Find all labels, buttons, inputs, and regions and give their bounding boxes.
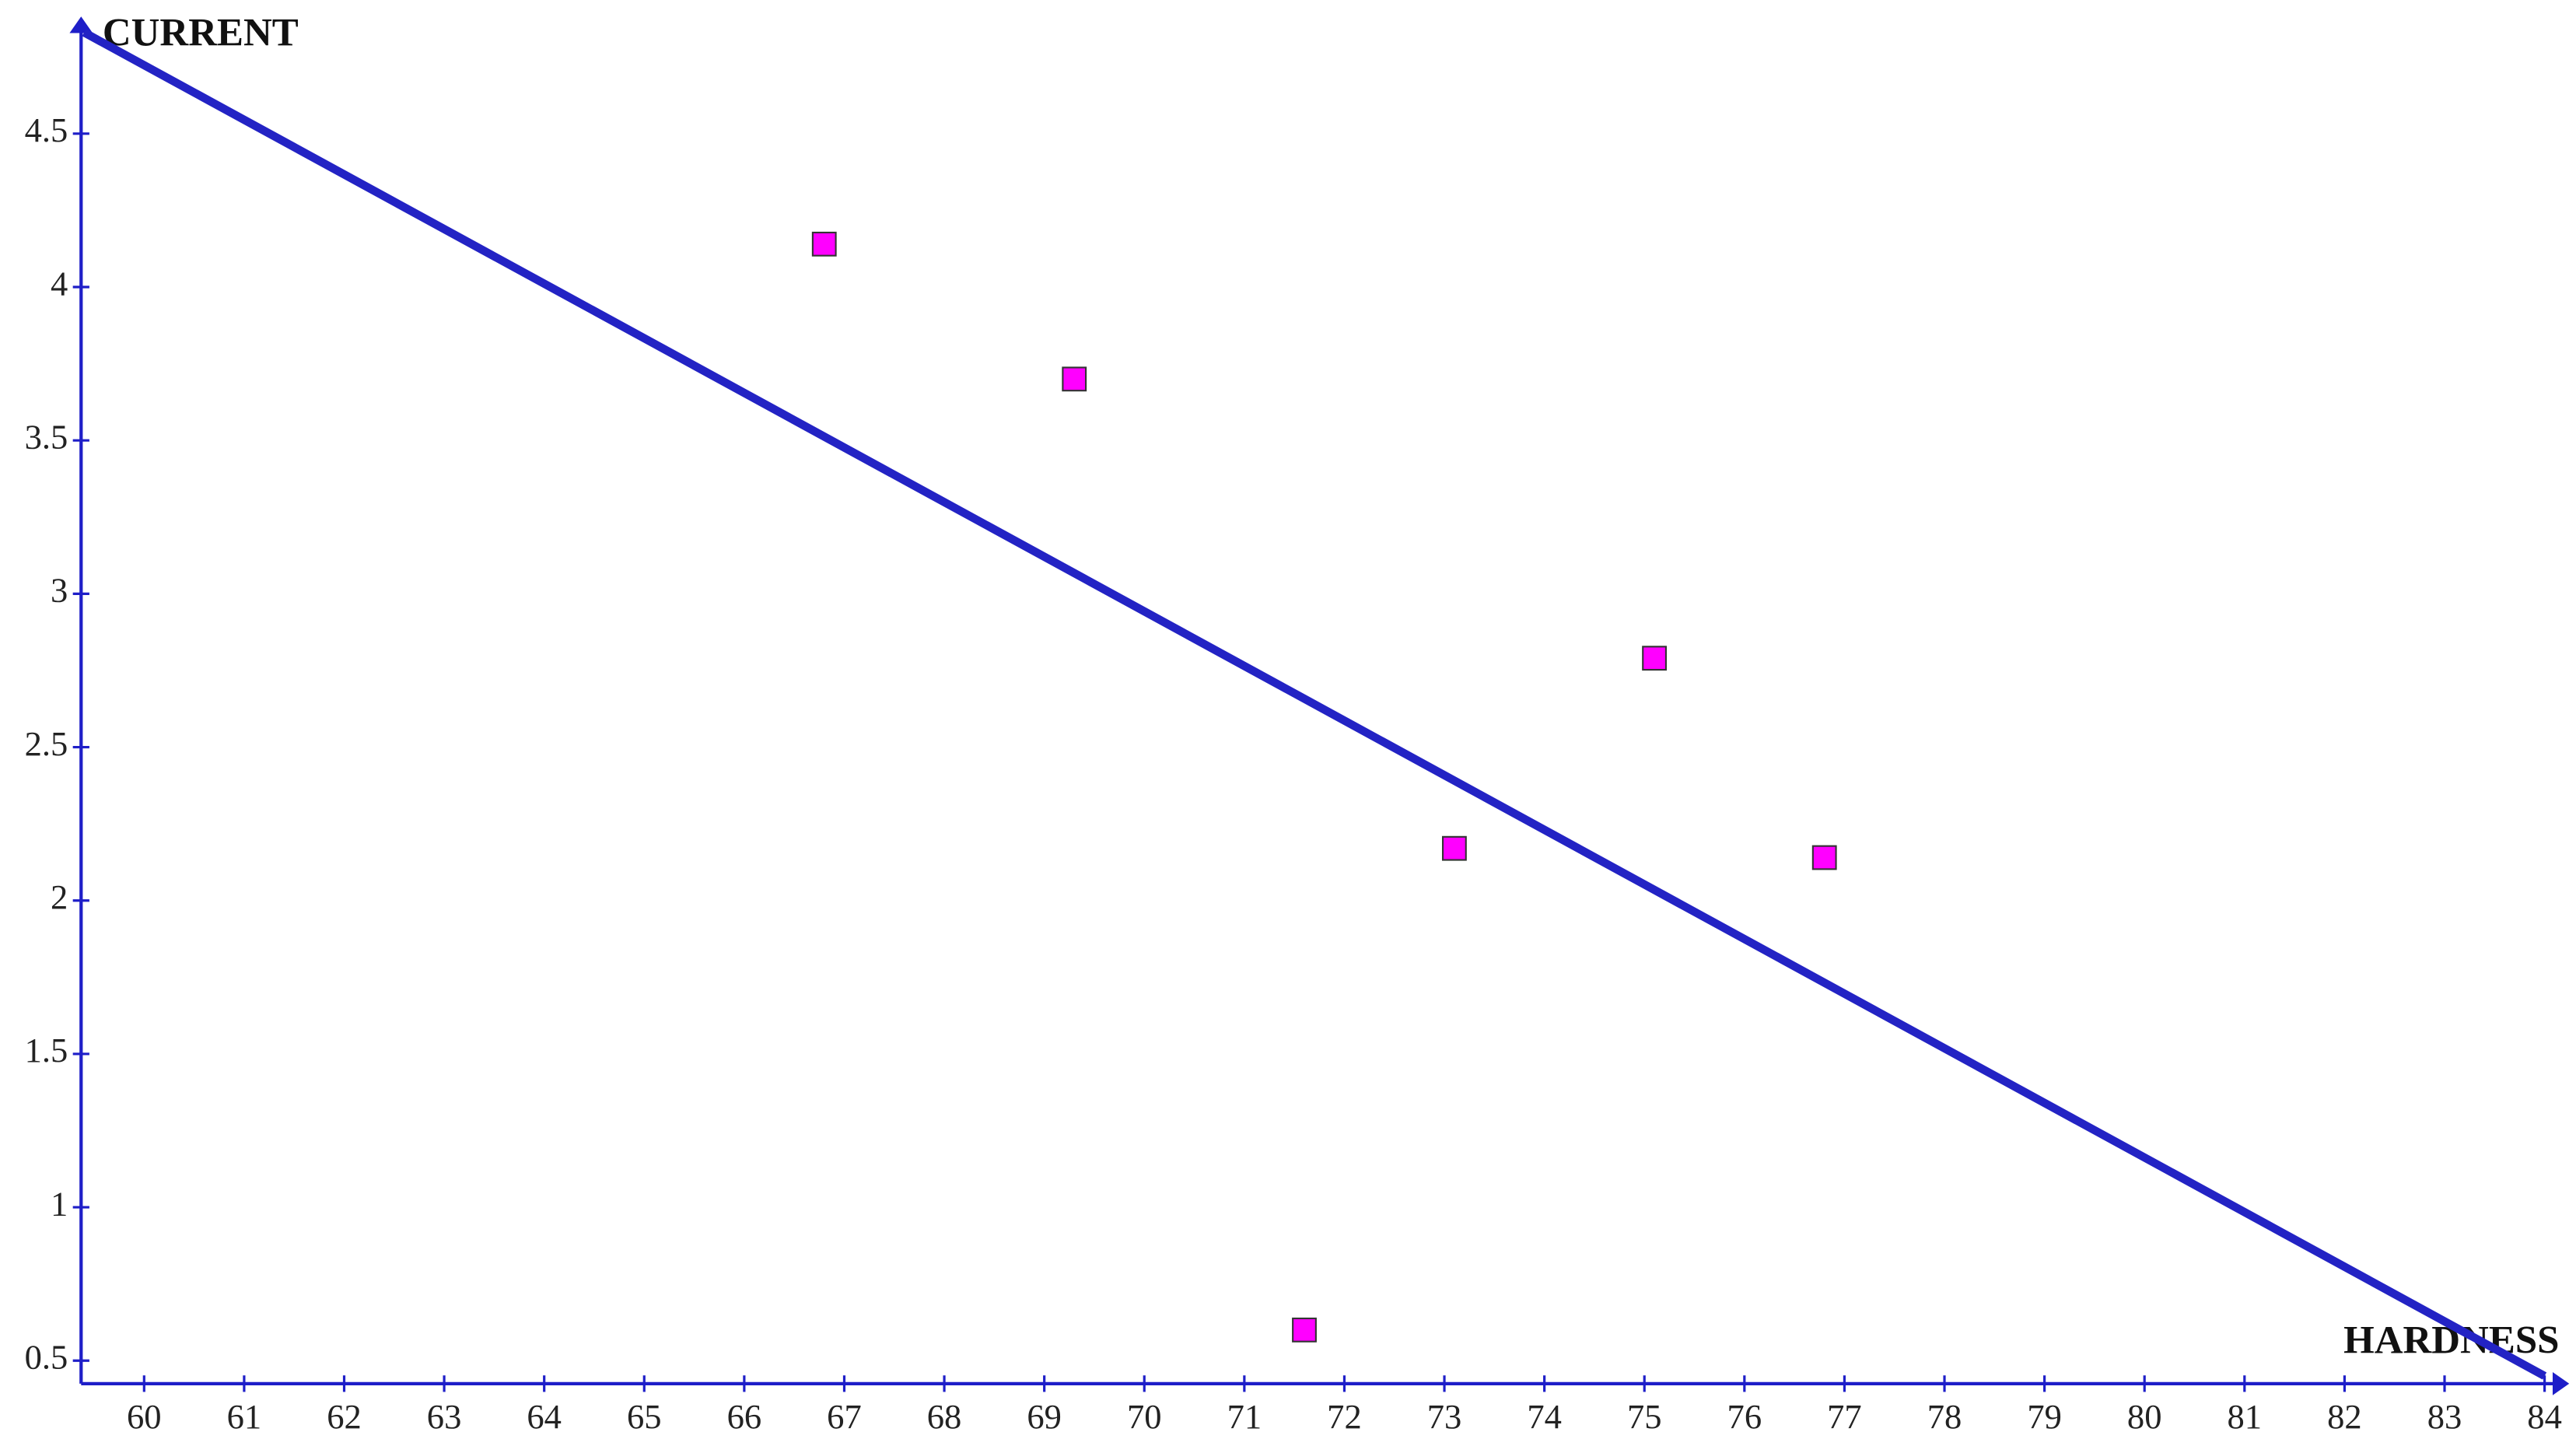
- x-tick-label: 63: [427, 1397, 462, 1436]
- x-tick-label: 69: [1027, 1397, 1062, 1436]
- x-tick-label: 76: [1727, 1397, 1762, 1436]
- x-tick-label: 80: [2127, 1397, 2162, 1436]
- x-tick-label: 73: [1427, 1397, 1462, 1436]
- y-axis-title: CURRENT: [103, 11, 299, 54]
- x-tick-label: 65: [627, 1397, 662, 1436]
- x-tick-label: 64: [527, 1397, 562, 1436]
- x-tick-label: 78: [1927, 1397, 1962, 1436]
- y-tick-label: 0.5: [25, 1338, 68, 1377]
- point: [811, 231, 837, 257]
- y-tick-label: 4: [51, 264, 68, 303]
- trend-line: [82, 29, 2547, 1380]
- x-tick-label: 74: [1527, 1397, 1562, 1436]
- x-tick-label: 81: [2228, 1397, 2263, 1436]
- x-tick-label: 70: [1127, 1397, 1162, 1436]
- point: [1642, 646, 1668, 671]
- x-tick-label: 61: [227, 1397, 262, 1436]
- x-tick-label: 84: [2527, 1397, 2562, 1436]
- y-tick-label: 1.5: [25, 1031, 68, 1070]
- y-axis-arrow: [69, 16, 93, 33]
- y-tick-label: 3.5: [25, 417, 68, 456]
- y-tick-label: 3: [51, 571, 68, 610]
- point: [1811, 845, 1837, 870]
- x-tick-label: 75: [1627, 1397, 1662, 1436]
- x-tick-label: 68: [927, 1397, 962, 1436]
- point: [1441, 835, 1467, 861]
- x-tick-label: 62: [327, 1397, 362, 1436]
- point: [1292, 1317, 1317, 1343]
- point: [1062, 366, 1087, 392]
- x-tick-label: 79: [2027, 1397, 2062, 1436]
- x-tick-label: 72: [1327, 1397, 1362, 1436]
- x-tick-label: 60: [127, 1397, 162, 1436]
- y-tick-label: 1: [51, 1184, 68, 1223]
- x-tick-label: 67: [827, 1397, 862, 1436]
- x-tick-label: 71: [1227, 1397, 1262, 1436]
- x-tick-label: 66: [727, 1397, 762, 1436]
- y-tick-label: 2.5: [25, 724, 68, 763]
- x-tick-label: 82: [2327, 1397, 2362, 1436]
- y-tick-label: 4.5: [25, 110, 68, 149]
- y-tick-label: 2: [51, 877, 68, 916]
- x-tick-label: 83: [2427, 1397, 2462, 1436]
- x-tick-label: 77: [1827, 1397, 1862, 1436]
